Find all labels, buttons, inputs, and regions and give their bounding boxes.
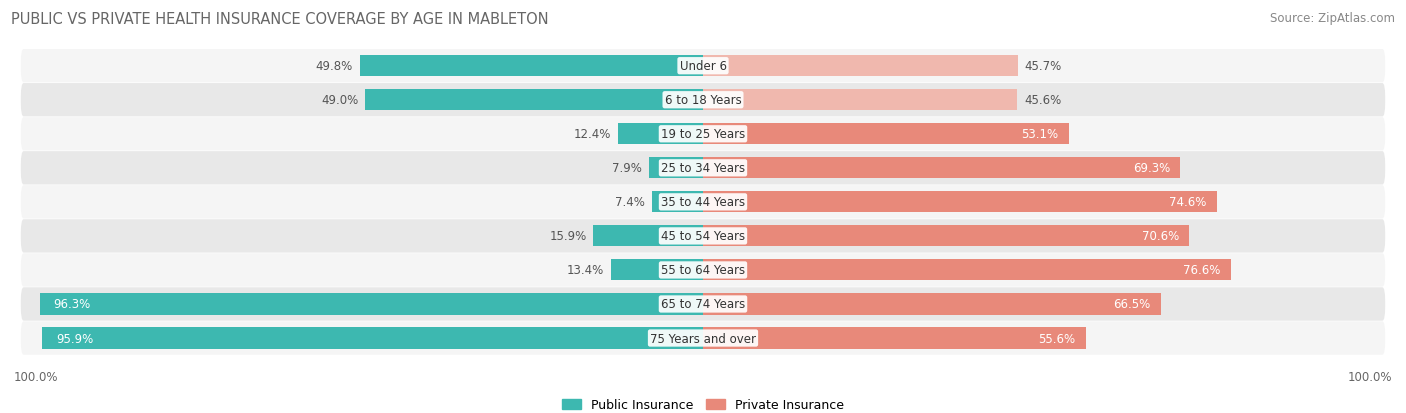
- Bar: [703, 90, 1017, 111]
- Text: 25 to 34 Years: 25 to 34 Years: [661, 162, 745, 175]
- Bar: [42, 328, 703, 349]
- Text: Under 6: Under 6: [679, 60, 727, 73]
- Text: 55.6%: 55.6%: [1039, 332, 1076, 345]
- Text: 70.6%: 70.6%: [1142, 230, 1180, 243]
- Text: 45.7%: 45.7%: [1025, 60, 1062, 73]
- Bar: [703, 328, 1085, 349]
- Text: 49.0%: 49.0%: [322, 94, 359, 107]
- Text: 49.8%: 49.8%: [316, 60, 353, 73]
- FancyBboxPatch shape: [21, 84, 1385, 117]
- Bar: [703, 226, 1189, 247]
- Text: 76.6%: 76.6%: [1182, 264, 1220, 277]
- Text: PUBLIC VS PRIVATE HEALTH INSURANCE COVERAGE BY AGE IN MABLETON: PUBLIC VS PRIVATE HEALTH INSURANCE COVER…: [11, 12, 548, 27]
- Text: 100.0%: 100.0%: [14, 370, 59, 383]
- FancyBboxPatch shape: [21, 186, 1385, 219]
- Text: 7.4%: 7.4%: [616, 196, 645, 209]
- Text: 45 to 54 Years: 45 to 54 Years: [661, 230, 745, 243]
- Bar: [39, 294, 703, 315]
- Text: 15.9%: 15.9%: [550, 230, 586, 243]
- FancyBboxPatch shape: [21, 287, 1385, 321]
- FancyBboxPatch shape: [21, 118, 1385, 151]
- Text: 95.9%: 95.9%: [56, 332, 93, 345]
- FancyBboxPatch shape: [21, 322, 1385, 355]
- Bar: [360, 56, 703, 77]
- Bar: [703, 158, 1181, 179]
- Text: 55 to 64 Years: 55 to 64 Years: [661, 264, 745, 277]
- Text: 35 to 44 Years: 35 to 44 Years: [661, 196, 745, 209]
- Text: 75 Years and over: 75 Years and over: [650, 332, 756, 345]
- Text: 6 to 18 Years: 6 to 18 Years: [665, 94, 741, 107]
- Text: 12.4%: 12.4%: [574, 128, 610, 141]
- Text: 96.3%: 96.3%: [53, 298, 90, 311]
- Bar: [703, 124, 1069, 145]
- Bar: [703, 294, 1161, 315]
- Text: 65 to 74 Years: 65 to 74 Years: [661, 298, 745, 311]
- Legend: Public Insurance, Private Insurance: Public Insurance, Private Insurance: [557, 393, 849, 413]
- FancyBboxPatch shape: [21, 220, 1385, 253]
- FancyBboxPatch shape: [21, 50, 1385, 83]
- Text: 45.6%: 45.6%: [1024, 94, 1062, 107]
- Text: 53.1%: 53.1%: [1021, 128, 1059, 141]
- Bar: [703, 192, 1218, 213]
- Bar: [703, 56, 1018, 77]
- Text: 19 to 25 Years: 19 to 25 Years: [661, 128, 745, 141]
- FancyBboxPatch shape: [21, 152, 1385, 185]
- Bar: [617, 124, 703, 145]
- Text: 13.4%: 13.4%: [567, 264, 603, 277]
- Bar: [610, 260, 703, 281]
- Text: 7.9%: 7.9%: [612, 162, 641, 175]
- Bar: [366, 90, 703, 111]
- Text: Source: ZipAtlas.com: Source: ZipAtlas.com: [1270, 12, 1395, 25]
- Text: 74.6%: 74.6%: [1170, 196, 1206, 209]
- FancyBboxPatch shape: [21, 254, 1385, 287]
- Text: 69.3%: 69.3%: [1133, 162, 1170, 175]
- Bar: [652, 192, 703, 213]
- Text: 100.0%: 100.0%: [1347, 370, 1392, 383]
- Bar: [593, 226, 703, 247]
- Bar: [703, 260, 1230, 281]
- Text: 66.5%: 66.5%: [1114, 298, 1152, 311]
- Bar: [648, 158, 703, 179]
